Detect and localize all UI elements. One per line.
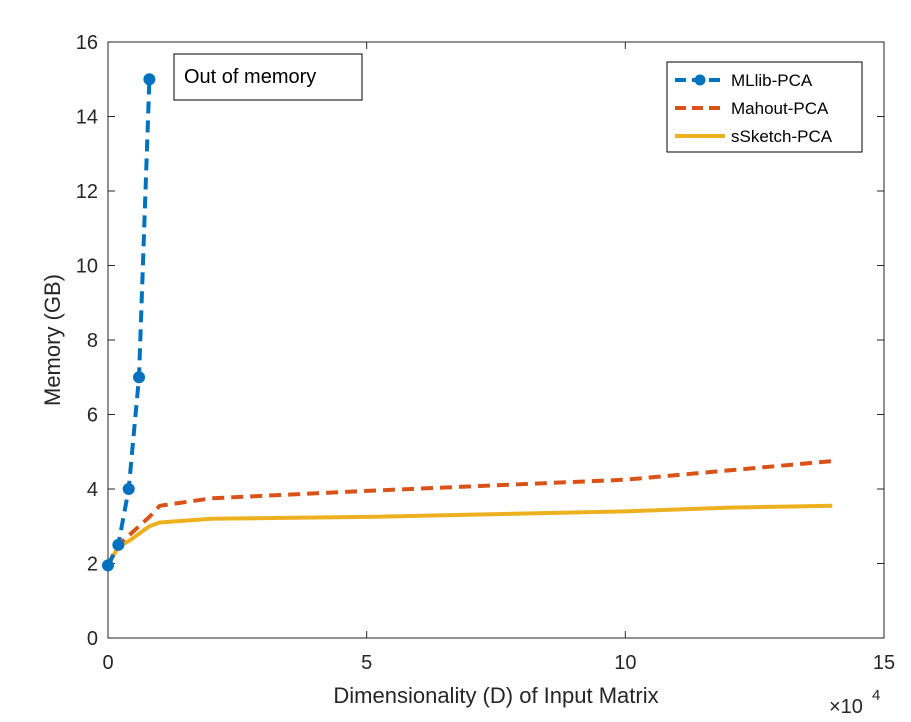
x-axis-label: Dimensionality (D) of Input Matrix <box>333 683 658 708</box>
x-tick-label: 10 <box>614 652 636 674</box>
legend-marker-mllib <box>694 74 706 86</box>
y-tick-label: 6 <box>87 405 98 427</box>
legend: MLlib-PCA Mahout-PCA sSketch-PCA <box>666 61 863 153</box>
annotation-box <box>173 53 363 101</box>
y-tick-label: 8 <box>87 330 98 352</box>
y-tick-label: 4 <box>87 479 98 501</box>
y-tick-label: 2 <box>87 554 98 576</box>
x-tick-label: 5 <box>361 652 372 674</box>
data-point <box>112 538 125 551</box>
legend-label-mllib: MLlib-PCA <box>731 71 813 90</box>
y-tick-label: 14 <box>76 107 98 129</box>
data-point <box>133 371 146 384</box>
y-tick-label: 12 <box>76 181 98 203</box>
series-line-mahout-pca <box>106 459 833 567</box>
data-point <box>143 73 156 86</box>
legend-label-mahout: Mahout-PCA <box>731 99 829 118</box>
x-tick-label: 0 <box>102 652 113 674</box>
y-axis-label: Memory (GB) <box>40 274 65 406</box>
series-layer <box>102 73 833 572</box>
series-line-ssketch-pca <box>106 503 833 567</box>
legend-label-ssketch: sSketch-PCA <box>731 127 833 146</box>
x-exponent-base: ×10 <box>829 696 863 718</box>
data-point <box>102 559 114 572</box>
y-tick-label: 16 <box>76 32 98 54</box>
annotation-text: Out of memory <box>184 66 316 88</box>
axis-ticks: 0 5 10 15 0 2 4 6 8 10 12 14 16 <box>76 32 895 674</box>
y-tick-label: 0 <box>87 628 98 650</box>
data-point <box>122 483 135 495</box>
x-tick-label: 15 <box>873 652 895 674</box>
y-tick-label: 10 <box>76 256 98 278</box>
x-exponent-power: 4 <box>872 687 880 704</box>
